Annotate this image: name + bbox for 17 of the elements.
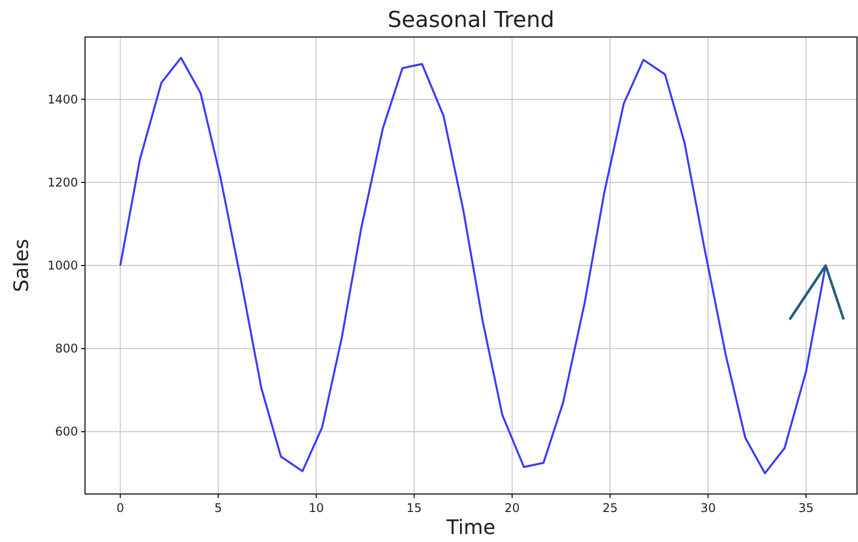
y-tick-label: 1400	[47, 92, 78, 106]
x-tick-label: 20	[504, 501, 520, 515]
x-tick-label: 10	[308, 501, 324, 515]
line-series	[119, 56, 827, 474]
y-tick-label: 1000	[47, 258, 78, 272]
y-tick-label: 600	[55, 424, 78, 439]
x-tick-label: 35	[798, 501, 814, 515]
y-tick-label: 800	[55, 342, 78, 356]
x-tick-label: 5	[214, 501, 222, 515]
x-axis-title: Time	[446, 515, 496, 539]
x-tick-label: 15	[406, 501, 422, 515]
x-tick-label: 30	[700, 501, 716, 515]
y-tick-label: 1200	[47, 175, 78, 190]
x-tick-label: 25	[602, 501, 618, 515]
x-tick-label: 0	[116, 501, 124, 515]
chart-title: Seasonal Trend	[388, 8, 554, 33]
y-axis-title: Sales	[9, 238, 33, 292]
